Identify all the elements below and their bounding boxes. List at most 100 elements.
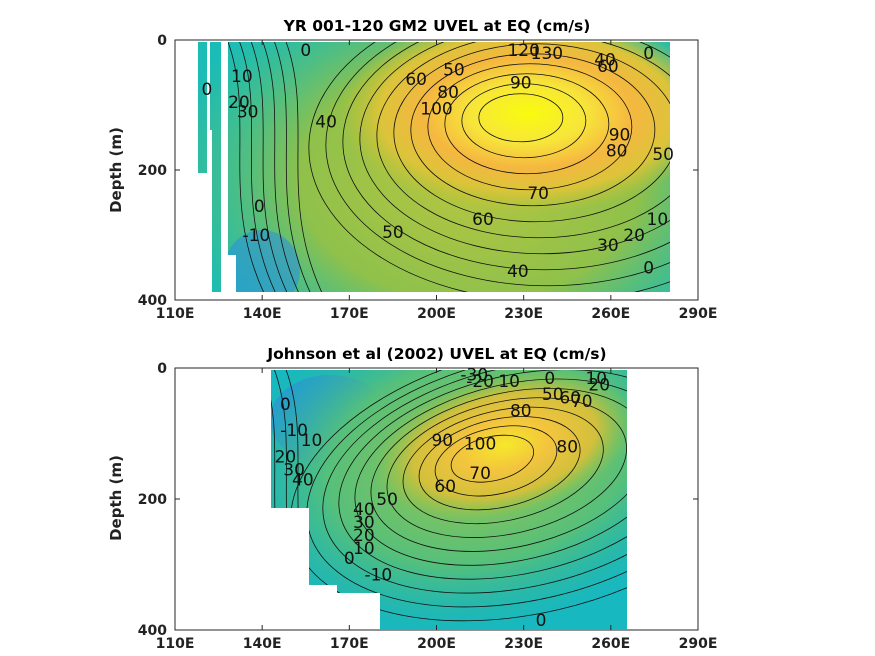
contour-line <box>338 370 627 580</box>
y-axis-label-bottom: Depth (m) <box>107 455 125 541</box>
contour-label: 10 <box>498 372 520 392</box>
contour-label: 20 <box>275 447 297 467</box>
x-tick-label: 170E <box>330 306 369 322</box>
contour-label: 50 <box>443 60 465 80</box>
contour-label: 70 <box>469 464 491 484</box>
contour-label: 80 <box>437 83 459 103</box>
contour-label: 40 <box>594 51 616 71</box>
contour-label: 30 <box>353 513 375 533</box>
y-tick-label: 400 <box>138 293 167 309</box>
contour-label: -10 <box>242 226 270 246</box>
contour-label: 50 <box>652 145 674 165</box>
contour-label: 20 <box>228 93 250 113</box>
contour-label: 100 <box>464 434 496 454</box>
contour-label: 60 <box>472 210 494 230</box>
contour-label: 80 <box>556 438 578 458</box>
contour-line <box>342 42 670 271</box>
x-tick-label: 200E <box>417 636 456 652</box>
contour-label: 0 <box>202 80 213 100</box>
contour-line <box>418 416 581 511</box>
contour-label: 50 <box>382 223 404 243</box>
contour-line <box>273 42 315 292</box>
x-tick-label: 260E <box>591 306 630 322</box>
contour-line <box>444 73 610 175</box>
panel-top: YR 001-120 GM2 UVEL at EQ (cm/s) Depth (… <box>107 17 718 322</box>
contour-label: 130 <box>531 44 563 64</box>
contour-label: 40 <box>507 262 529 282</box>
chart-title-bottom: Johnson et al (2002) UVEL at EQ (cm/s) <box>266 345 606 363</box>
contour-label: 60 <box>434 477 456 497</box>
contour-label: 90 <box>609 125 631 145</box>
contour-label: 30 <box>283 461 305 481</box>
x-tick-label: 290E <box>679 306 718 322</box>
contour-label: 0 <box>643 44 654 64</box>
contour-label: 0 <box>344 549 355 569</box>
contour-label: 0 <box>280 395 291 415</box>
x-tick-label: 230E <box>504 636 543 652</box>
contour-line <box>393 43 670 223</box>
contour-lines-top <box>226 42 670 292</box>
contour-label: 10 <box>353 539 375 559</box>
contour-label: 30 <box>597 236 619 256</box>
contour-label: 10 <box>301 431 323 451</box>
contour-label: 60 <box>559 388 581 408</box>
x-tick-label: 260E <box>591 636 630 652</box>
contour-label: 40 <box>315 112 337 132</box>
x-tick-label: 290E <box>679 636 718 652</box>
contour-line <box>238 42 280 292</box>
contour-label: 50 <box>542 385 564 405</box>
contour-line <box>308 42 670 292</box>
contour-label: 10 <box>585 369 607 389</box>
contour-label: -10 <box>280 421 308 441</box>
x-tick-label: 230E <box>504 306 543 322</box>
contour-label: 90 <box>510 73 532 93</box>
contour-label: 30 <box>237 103 259 123</box>
contour-label: 0 <box>300 41 311 61</box>
chart-title-top: YR 001-120 GM2 UVEL at EQ (cm/s) <box>283 17 591 35</box>
contour-line <box>461 83 587 159</box>
x-tick-label: 170E <box>330 636 369 652</box>
contour-label: 70 <box>571 392 593 412</box>
x-tick-label: 110E <box>156 636 195 652</box>
contour-label: -10 <box>364 565 392 585</box>
contour-label: 80 <box>510 402 532 422</box>
contour-line <box>450 434 535 483</box>
contour-label: 120 <box>507 41 539 61</box>
contour-label: 60 <box>597 57 619 77</box>
contour-line <box>226 42 268 292</box>
contour-label: 90 <box>431 431 453 451</box>
x-tick-label: 110E <box>156 306 195 322</box>
y-tick-label: 200 <box>138 492 167 508</box>
contour-line <box>370 387 627 552</box>
contour-label: 20 <box>588 375 610 395</box>
contour-line <box>427 63 633 191</box>
contour-label: 80 <box>606 142 628 162</box>
contour-label: 70 <box>527 184 549 204</box>
contour-label: 40 <box>292 470 314 490</box>
y-tick-label: 200 <box>138 163 167 179</box>
contour-line <box>325 42 670 287</box>
contour-line <box>386 397 627 538</box>
x-tick-label: 140E <box>243 636 282 652</box>
y-axis-label-top: Depth (m) <box>107 127 125 213</box>
x-tick-label: 140E <box>243 306 282 322</box>
contour-label: 0 <box>254 197 265 217</box>
y-tick-label: 0 <box>157 33 167 49</box>
contour-label: 20 <box>353 526 375 546</box>
contour-line <box>478 93 564 143</box>
contour-label: -30 <box>460 366 488 386</box>
contour-line <box>359 42 670 255</box>
contour-label: 50 <box>376 490 398 510</box>
contour-label: 60 <box>405 70 427 90</box>
contour-label: 0 <box>643 259 654 279</box>
contour-label: 10 <box>647 210 669 230</box>
contour-line <box>434 425 558 497</box>
y-tick-label: 400 <box>138 623 167 639</box>
contour-label: 100 <box>420 99 452 119</box>
contour-line <box>354 378 627 566</box>
contour-line <box>410 53 656 207</box>
